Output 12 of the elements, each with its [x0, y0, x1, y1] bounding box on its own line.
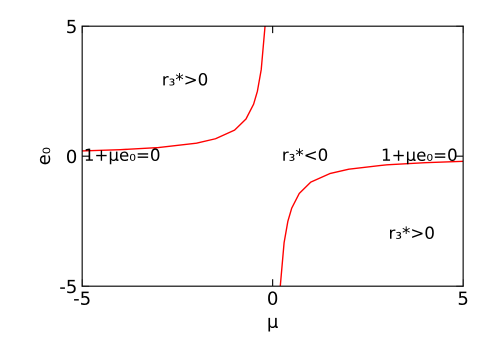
annotation: r₃*<0: [283, 148, 328, 162]
annotation: 1+μe₀=0: [86, 148, 160, 164]
y-tick-label: 5: [67, 20, 76, 34]
x-tick-label: 0: [268, 291, 278, 306]
annotation: r₃*>0: [390, 226, 434, 240]
y-tick-label: 0: [67, 150, 76, 164]
x-axis-title: μ: [268, 318, 278, 332]
annotation: r₃*>0: [163, 73, 208, 86]
y-tick-label: -5: [60, 280, 76, 294]
annotation: 1+μe₀=0: [382, 148, 457, 164]
y-axis-title: e₀: [40, 148, 50, 164]
x-tick-label: 5: [458, 292, 468, 306]
